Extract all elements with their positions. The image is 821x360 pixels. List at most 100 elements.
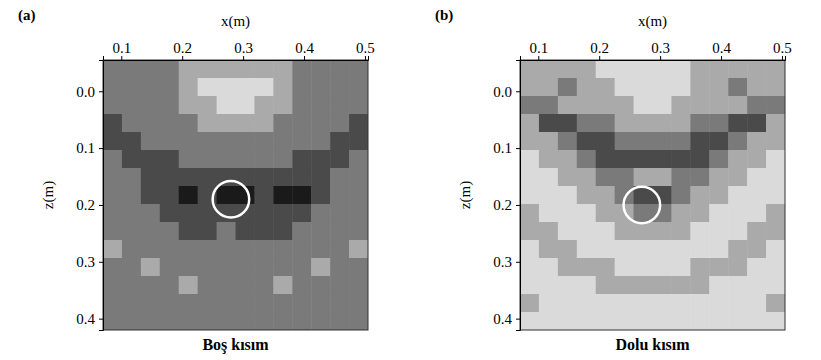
heat-cell bbox=[728, 240, 747, 259]
y-tick-mark bbox=[99, 262, 103, 263]
heat-cell bbox=[141, 294, 160, 313]
heat-cell bbox=[709, 240, 728, 259]
heat-cell bbox=[160, 294, 179, 313]
heat-cell bbox=[634, 132, 653, 151]
heat-cell bbox=[709, 294, 728, 313]
heat-cell bbox=[671, 258, 690, 277]
heat-cell bbox=[311, 186, 330, 205]
x-tick-label: 0.2 bbox=[590, 40, 609, 56]
heat-cell bbox=[747, 258, 766, 277]
heat-cell bbox=[520, 222, 539, 241]
heat-cell bbox=[728, 114, 747, 133]
heat-cell bbox=[273, 204, 292, 223]
y-tick-mark bbox=[516, 91, 520, 92]
heat-cell bbox=[330, 276, 349, 295]
heat-cell bbox=[273, 132, 292, 151]
y-tick-mark bbox=[99, 148, 103, 149]
heat-cell bbox=[103, 186, 122, 205]
heat-cell bbox=[103, 60, 122, 79]
heat-cell bbox=[198, 96, 217, 115]
heat-cell bbox=[292, 78, 311, 97]
heat-cell bbox=[273, 294, 292, 313]
heat-cell bbox=[558, 258, 577, 277]
heat-cell bbox=[690, 276, 709, 295]
heat-cell bbox=[671, 114, 690, 133]
heat-cell bbox=[292, 132, 311, 151]
heat-cell bbox=[709, 60, 728, 79]
heat-cell bbox=[236, 312, 255, 330]
heat-cell bbox=[520, 150, 539, 169]
heat-cell bbox=[671, 78, 690, 97]
x-tick-mark bbox=[121, 56, 122, 60]
x-axis: 0.10.20.30.40.5 bbox=[104, 40, 375, 61]
heat-cell bbox=[330, 204, 349, 223]
heat-cell bbox=[558, 114, 577, 133]
x-tick-mark bbox=[538, 56, 539, 60]
x-axis: 0.10.20.30.40.5 bbox=[521, 40, 792, 61]
heat-cell bbox=[615, 276, 634, 295]
heat-cell bbox=[747, 222, 766, 241]
heat-cell bbox=[273, 114, 292, 133]
heat-cell bbox=[160, 240, 179, 259]
heat-cell bbox=[198, 258, 217, 277]
heat-cell bbox=[728, 60, 747, 79]
heat-cell bbox=[236, 204, 255, 223]
heat-cell bbox=[122, 168, 141, 187]
heat-cell bbox=[349, 96, 368, 115]
heat-cell bbox=[236, 60, 255, 79]
heat-cell bbox=[653, 132, 672, 151]
heat-cell bbox=[179, 312, 198, 330]
heat-cell bbox=[558, 312, 577, 330]
heat-cell bbox=[766, 222, 785, 241]
plot-frame bbox=[520, 60, 785, 330]
heat-cell bbox=[122, 78, 141, 97]
heat-cell bbox=[596, 132, 615, 151]
heat-cell bbox=[520, 204, 539, 223]
x-axis-title: x(m) bbox=[638, 13, 667, 30]
y-tick-label: 0.0 bbox=[76, 84, 95, 100]
heat-cell bbox=[273, 258, 292, 277]
heat-cell bbox=[615, 294, 634, 313]
heat-cell bbox=[766, 312, 785, 330]
heat-cell bbox=[615, 114, 634, 133]
plot-area bbox=[103, 60, 368, 330]
x-tick: 0.4 bbox=[295, 40, 314, 60]
heat-cell bbox=[160, 150, 179, 169]
heat-cell bbox=[330, 150, 349, 169]
heat-cell bbox=[141, 132, 160, 151]
heat-cell bbox=[747, 150, 766, 169]
heat-cell bbox=[690, 240, 709, 259]
heat-cell bbox=[653, 222, 672, 241]
heat-cell bbox=[634, 78, 653, 97]
x-tick-label: 0.3 bbox=[651, 40, 670, 56]
heat-cell bbox=[671, 312, 690, 330]
heat-cell bbox=[596, 240, 615, 259]
figure: 0.10.20.30.40.50.00.10.20.30.4x(m)z(m)(a… bbox=[0, 0, 821, 360]
heat-cell bbox=[292, 312, 311, 330]
heat-cell bbox=[311, 96, 330, 115]
y-axis: 0.00.10.20.30.4 bbox=[76, 61, 103, 331]
heat-cell bbox=[709, 222, 728, 241]
heat-cell bbox=[766, 114, 785, 133]
heat-cell bbox=[311, 240, 330, 259]
heat-cell bbox=[634, 222, 653, 241]
heat-cell bbox=[596, 294, 615, 313]
heat-cell bbox=[690, 150, 709, 169]
heat-cell bbox=[179, 78, 198, 97]
heat-cell bbox=[122, 312, 141, 330]
heat-cell bbox=[217, 222, 236, 241]
x-tick-mark bbox=[599, 56, 600, 60]
panel-label: (b) bbox=[435, 7, 453, 24]
panel-caption: Dolu kısım bbox=[615, 336, 690, 353]
panel: 0.10.20.30.40.50.00.10.20.30.4x(m)z(m)(b… bbox=[435, 7, 792, 353]
x-tick-mark bbox=[365, 56, 366, 60]
heat-cell bbox=[634, 114, 653, 133]
heat-cell bbox=[292, 294, 311, 313]
heat-cell bbox=[141, 78, 160, 97]
heat-cell bbox=[217, 258, 236, 277]
x-tick: 0.5 bbox=[356, 40, 375, 60]
heat-cell bbox=[349, 150, 368, 169]
heat-cell bbox=[103, 96, 122, 115]
heat-cell bbox=[539, 276, 558, 295]
heat-cell bbox=[728, 312, 747, 330]
